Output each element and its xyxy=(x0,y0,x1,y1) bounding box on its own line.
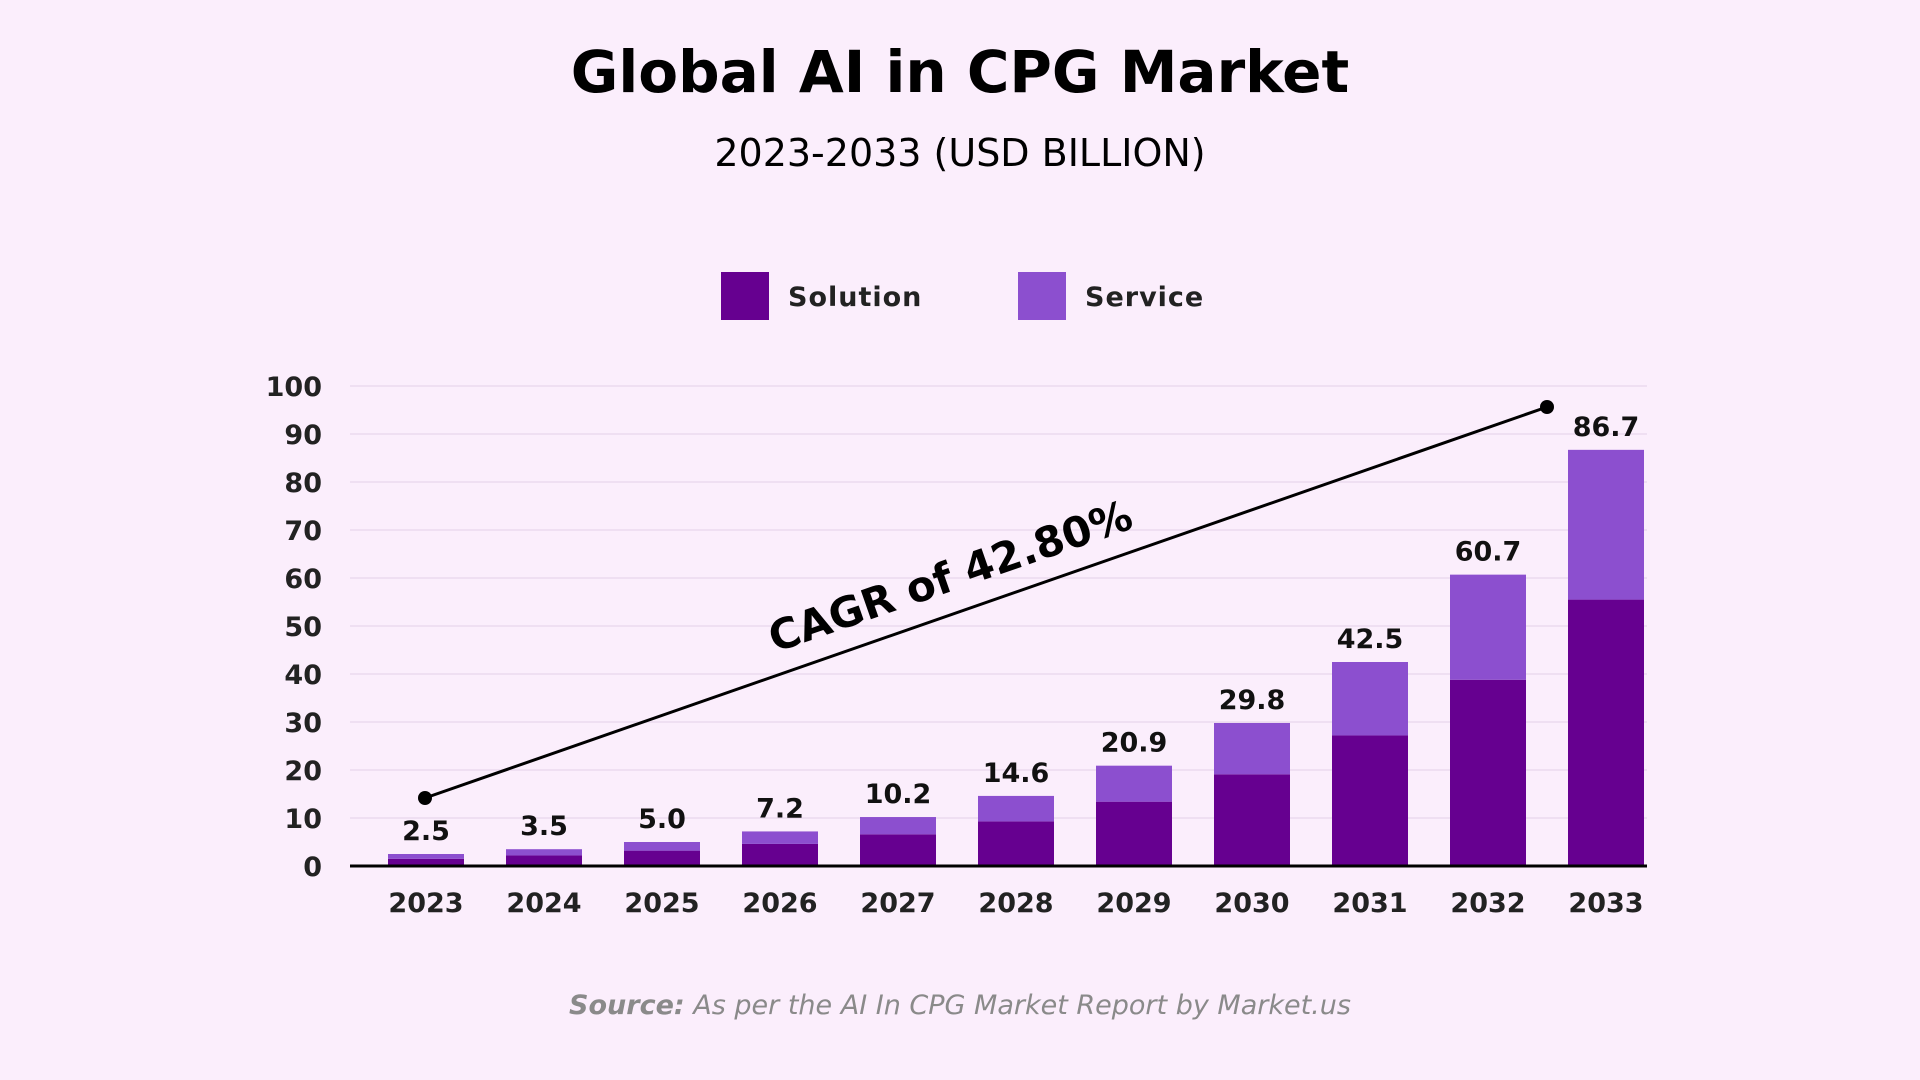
bar-solution-2029 xyxy=(1096,801,1172,866)
bar-solution-2028 xyxy=(978,821,1054,866)
bar-service-2028 xyxy=(978,795,1054,822)
data-label-2031: 42.5 xyxy=(1337,624,1404,655)
data-label-2027: 10.2 xyxy=(865,779,932,810)
bar-service-2032 xyxy=(1450,574,1526,680)
bar-service-2023 xyxy=(388,854,464,859)
data-label-2032: 60.7 xyxy=(1455,537,1522,568)
x-tick-label-2024: 2024 xyxy=(506,888,581,919)
x-tick-label-2032: 2032 xyxy=(1450,888,1525,919)
bar-solution-2024 xyxy=(506,855,582,866)
data-label-2029: 20.9 xyxy=(1101,728,1168,759)
x-tick-label-2030: 2030 xyxy=(1214,888,1289,919)
bar-solution-2025 xyxy=(624,850,700,866)
y-tick-label: 10 xyxy=(284,804,322,835)
bar-solution-2027 xyxy=(860,834,936,866)
y-tick-label: 90 xyxy=(284,420,322,451)
bar-service-2026 xyxy=(742,831,818,844)
data-label-2024: 3.5 xyxy=(520,811,568,842)
x-tick-label-2023: 2023 xyxy=(388,888,463,919)
source-text: As per the AI In CPG Market Report by Ma… xyxy=(685,990,1351,1021)
bar-service-2029 xyxy=(1096,765,1172,802)
x-tick-label-2031: 2031 xyxy=(1332,888,1407,919)
source-label: Source: xyxy=(569,990,685,1021)
x-tick-label-2026: 2026 xyxy=(742,888,817,919)
cagr-end-dot xyxy=(1540,400,1554,414)
legend-label-solution: Solution xyxy=(788,282,922,313)
y-tick-label: 20 xyxy=(284,756,322,787)
bars: 2.5 3.5 5.0 7.2 10.2 14.6 20.9 29.8 42.5 60.7 86.7 xyxy=(388,412,1644,866)
x-tick-label-2025: 2025 xyxy=(624,888,699,919)
data-label-2025: 5.0 xyxy=(638,804,686,835)
bar-service-2033 xyxy=(1568,449,1644,600)
x-axis: 2023 2024 2025 2026 2027 2028 2029 2030 2031 2032… xyxy=(388,888,1643,919)
bar-solution-2030 xyxy=(1214,774,1290,866)
source-note: Source: As per the AI In CPG Market Repo… xyxy=(569,990,1351,1021)
gridlines xyxy=(350,385,1647,819)
cagr-line xyxy=(424,405,1548,800)
x-tick-label-2027: 2027 xyxy=(860,888,935,919)
y-tick-label: 0 xyxy=(303,852,322,883)
y-tick-label: 100 xyxy=(266,372,322,403)
y-tick-label: 40 xyxy=(284,660,322,691)
legend: Solution Service xyxy=(721,272,1204,320)
data-label-2026: 7.2 xyxy=(756,793,804,824)
cagr-start-dot xyxy=(418,791,432,805)
x-tick-label-2028: 2028 xyxy=(978,888,1053,919)
bar-solution-2032 xyxy=(1450,679,1526,866)
y-tick-label: 80 xyxy=(284,468,322,499)
chart-subtitle: 2023-2033 (USD BILLION) xyxy=(714,131,1205,175)
y-tick-label: 70 xyxy=(284,516,322,547)
bar-service-2030 xyxy=(1214,722,1290,775)
y-axis: 0 10 20 30 40 50 60 70 80 90 100 xyxy=(266,372,322,883)
legend-swatch-solution xyxy=(721,272,769,320)
x-tick-label-2029: 2029 xyxy=(1096,888,1171,919)
bar-solution-2031 xyxy=(1332,735,1408,866)
bar-service-2027 xyxy=(860,817,936,835)
bar-service-2025 xyxy=(624,842,700,851)
y-tick-label: 30 xyxy=(284,708,322,739)
data-label-2033: 86.7 xyxy=(1573,412,1640,443)
data-label-2023: 2.5 xyxy=(402,816,450,847)
y-tick-label: 50 xyxy=(284,612,322,643)
x-tick-label-2033: 2033 xyxy=(1568,888,1643,919)
y-tick-label: 60 xyxy=(284,564,322,595)
bar-service-2031 xyxy=(1332,662,1408,736)
bar-solution-2026 xyxy=(742,843,818,866)
bar-solution-2033 xyxy=(1568,599,1644,866)
legend-label-service: Service xyxy=(1085,282,1204,313)
chart-title: Global AI in CPG Market xyxy=(571,38,1350,106)
data-label-2028: 14.6 xyxy=(983,758,1050,789)
legend-swatch-service xyxy=(1018,272,1066,320)
bar-solution-2023 xyxy=(388,858,464,866)
bar-service-2024 xyxy=(506,849,582,856)
data-label-2030: 29.8 xyxy=(1219,685,1286,716)
